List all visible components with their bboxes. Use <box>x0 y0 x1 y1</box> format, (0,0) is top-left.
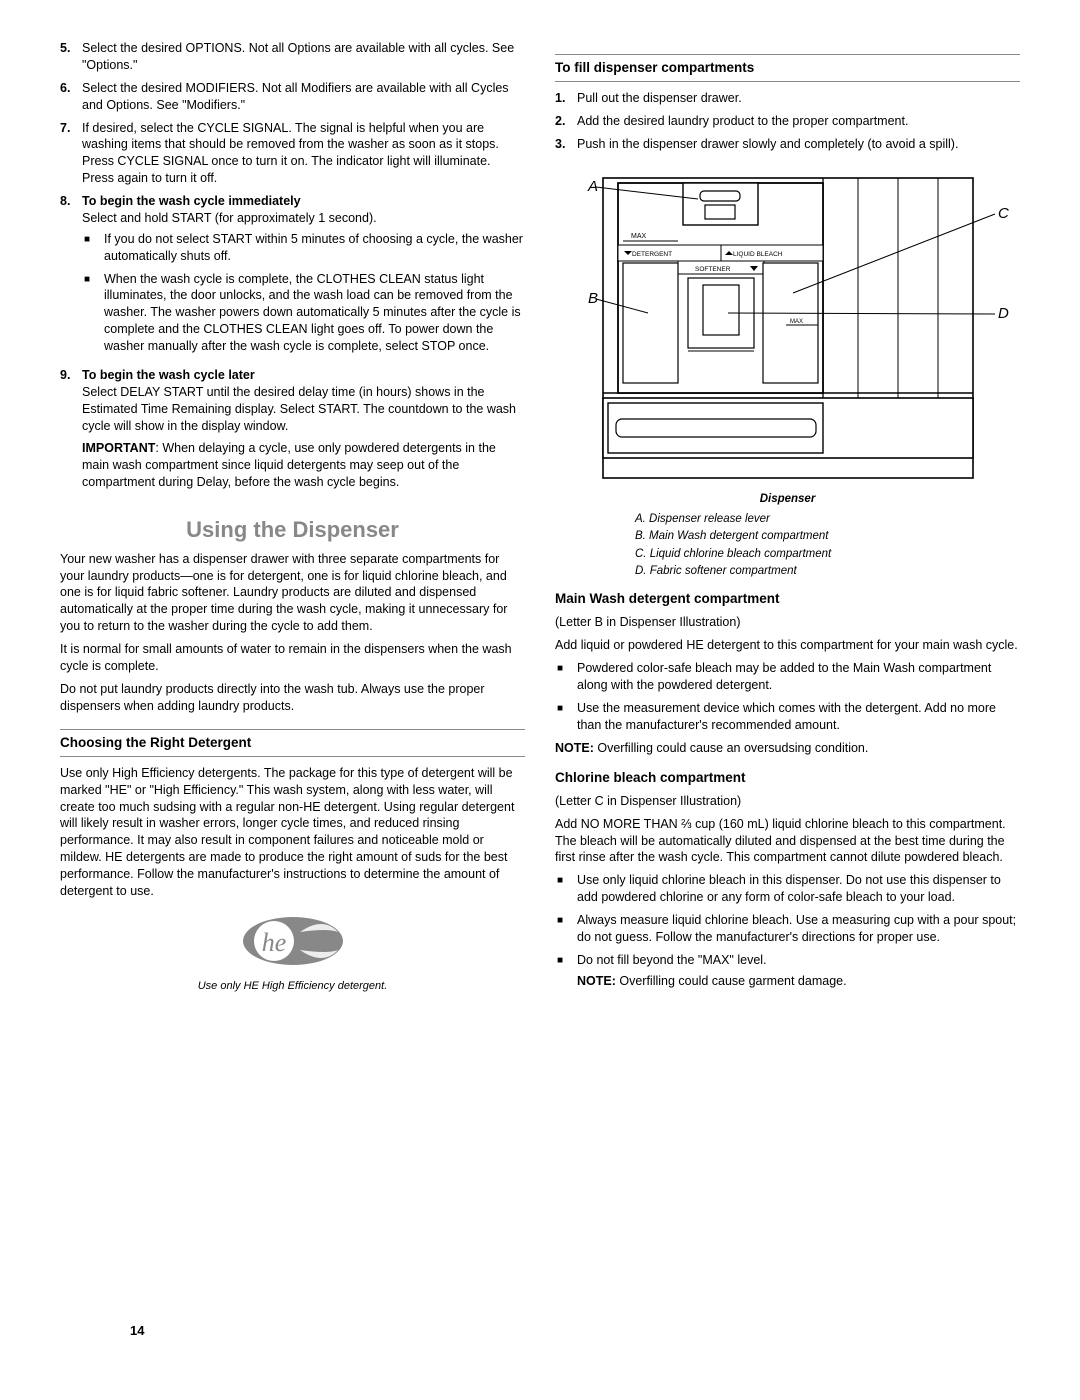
dispenser-caption: Dispenser <box>555 492 1020 508</box>
step-8-head: To begin the wash cycle immediately <box>82 194 301 208</box>
svg-text:SOFTENER: SOFTENER <box>695 266 731 273</box>
step-text: Pull out the dispenser drawer. <box>577 90 1020 107</box>
section-title-dispenser: Using the Dispenser <box>60 515 525 545</box>
bullet: Do not fill beyond the "MAX" level. NOTE… <box>577 952 1020 990</box>
step-6: 6. Select the desired MODIFIERS. Not all… <box>60 80 525 114</box>
step-9-text: Select DELAY START until the desired del… <box>82 385 516 433</box>
step-9: 9. To begin the wash cycle later Select … <box>60 367 525 497</box>
step-text: Select the desired MODIFIERS. Not all Mo… <box>82 80 525 114</box>
legend-c: C. Liquid chlorine bleach compartment <box>635 546 1020 563</box>
step-5: 5. Select the desired OPTIONS. Not all O… <box>60 40 525 74</box>
right-column: To fill dispenser compartments 1. Pull o… <box>555 40 1020 998</box>
step-number: 7. <box>60 120 82 188</box>
step-9-important: IMPORTANT: When delaying a cycle, use on… <box>82 440 525 491</box>
main-wash-sub: (Letter B in Dispenser Illustration) <box>555 614 1020 631</box>
svg-text:A: A <box>587 178 598 195</box>
note-label: NOTE: <box>555 741 594 755</box>
step-8: 8. To begin the wash cycle immediately S… <box>60 193 525 361</box>
step-8-text: Select and hold START (for approximately… <box>82 211 377 225</box>
legend-b: B. Main Wash detergent compartment <box>635 528 1020 545</box>
he-logo-icon: he <box>238 914 348 973</box>
bullet: Always measure liquid chlorine bleach. U… <box>577 912 1020 946</box>
step-7: 7. If desired, select the CYCLE SIGNAL. … <box>60 120 525 188</box>
dispenser-illustration: DETERGENT LIQUID BLEACH SOFTENER MAX MAX <box>555 163 1020 507</box>
fill-step-2: 2. Add the desired laundry product to th… <box>555 113 1020 130</box>
bullet-text: Do not fill beyond the "MAX" level. <box>577 953 767 967</box>
svg-text:D: D <box>998 305 1009 322</box>
step-number: 8. <box>60 193 82 361</box>
he-logo-block: he Use only HE High Efficiency detergent… <box>60 914 525 994</box>
fill-step-3: 3. Push in the dispenser drawer slowly a… <box>555 136 1020 153</box>
chlorine-note: NOTE: Overfilling could cause garment da… <box>577 973 1020 990</box>
note-text: Overfilling could cause garment damage. <box>616 974 847 988</box>
he-caption: Use only HE High Efficiency detergent. <box>60 979 525 994</box>
svg-text:C: C <box>998 205 1009 222</box>
dispenser-intro-1: Your new washer has a dispenser drawer w… <box>60 551 525 635</box>
bullet: When the wash cycle is complete, the CLO… <box>104 271 525 355</box>
chlorine-bullets: Use only liquid chlorine bleach in this … <box>555 872 1020 989</box>
fill-step-1: 1. Pull out the dispenser drawer. <box>555 90 1020 107</box>
main-wash-head: Main Wash detergent compartment <box>555 590 1020 608</box>
bullet: Use the measurement device which comes w… <box>577 700 1020 734</box>
step-body: To begin the wash cycle later Select DEL… <box>82 367 525 497</box>
detergent-para: Use only High Efficiency detergents. The… <box>60 765 525 900</box>
step-number: 6. <box>60 80 82 114</box>
step-8-bullets: If you do not select START within 5 minu… <box>82 231 525 355</box>
fill-steps: 1. Pull out the dispenser drawer. 2. Add… <box>555 90 1020 153</box>
svg-text:LIQUID BLEACH: LIQUID BLEACH <box>733 251 783 258</box>
subhead-choosing-detergent: Choosing the Right Detergent <box>60 729 525 757</box>
important-label: IMPORTANT <box>82 441 155 455</box>
note-text: Overfilling could cause an oversudsing c… <box>594 741 868 755</box>
legend-a: A. Dispenser release lever <box>635 511 1020 528</box>
subhead-fill-compartments: To fill dispenser compartments <box>555 54 1020 82</box>
step-number: 5. <box>60 40 82 74</box>
main-wash-note: NOTE: Overfilling could cause an oversud… <box>555 740 1020 757</box>
svg-text:DETERGENT: DETERGENT <box>632 251 672 258</box>
chlorine-head: Chlorine bleach compartment <box>555 769 1020 787</box>
step-text: Select the desired OPTIONS. Not all Opti… <box>82 40 525 74</box>
dispenser-intro-3: Do not put laundry products directly int… <box>60 681 525 715</box>
main-wash-bullets: Powdered color-safe bleach may be added … <box>555 660 1020 734</box>
step-text: Push in the dispenser drawer slowly and … <box>577 136 1020 153</box>
two-column-layout: 5. Select the desired OPTIONS. Not all O… <box>60 40 1020 998</box>
legend-d: D. Fabric softener compartment <box>635 563 1020 580</box>
bullet: If you do not select START within 5 minu… <box>104 231 525 265</box>
page: 5. Select the desired OPTIONS. Not all O… <box>60 40 1020 1360</box>
dispenser-intro-2: It is normal for small amounts of water … <box>60 641 525 675</box>
bullet: Use only liquid chlorine bleach in this … <box>577 872 1020 906</box>
svg-text:he: he <box>261 928 286 957</box>
step-number: 3. <box>555 136 577 153</box>
step-number: 2. <box>555 113 577 130</box>
bullet: Powdered color-safe bleach may be added … <box>577 660 1020 694</box>
step-text: Add the desired laundry product to the p… <box>577 113 1020 130</box>
step-text: If desired, select the CYCLE SIGNAL. The… <box>82 120 525 188</box>
dispenser-legend: A. Dispenser release lever B. Main Wash … <box>635 511 1020 580</box>
step-number: 1. <box>555 90 577 107</box>
steps-5-7: 5. Select the desired OPTIONS. Not all O… <box>60 40 525 497</box>
page-number: 14 <box>130 1322 144 1340</box>
step-body: To begin the wash cycle immediately Sele… <box>82 193 525 361</box>
svg-text:MAX: MAX <box>790 319 803 325</box>
left-column: 5. Select the desired OPTIONS. Not all O… <box>60 40 525 998</box>
step-9-head: To begin the wash cycle later <box>82 368 255 382</box>
note-label: NOTE: <box>577 974 616 988</box>
chlorine-sub: (Letter C in Dispenser Illustration) <box>555 793 1020 810</box>
svg-text:B: B <box>588 290 598 307</box>
step-number: 9. <box>60 367 82 497</box>
svg-text:MAX: MAX <box>631 233 647 240</box>
chlorine-text: Add NO MORE THAN ⅔ cup (160 mL) liquid c… <box>555 816 1020 867</box>
main-wash-text: Add liquid or powdered HE detergent to t… <box>555 637 1020 654</box>
